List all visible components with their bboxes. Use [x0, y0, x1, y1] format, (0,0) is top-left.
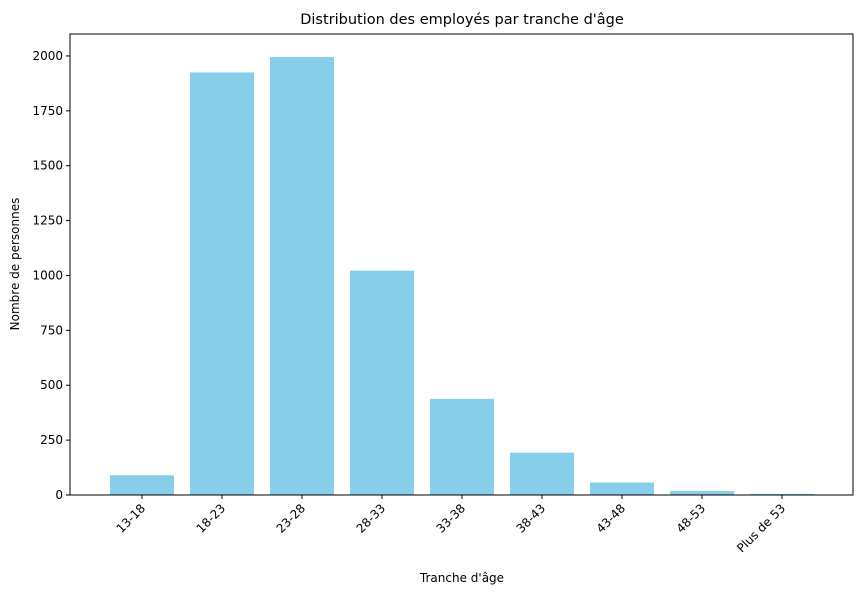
- x-tick-label: 18-23: [194, 501, 229, 536]
- bar-38-43: [510, 452, 574, 495]
- x-tick-label: 33-38: [434, 501, 469, 536]
- chart-title: Distribution des employés par tranche d'…: [300, 12, 624, 28]
- y-tick-label: 1250: [32, 214, 63, 228]
- x-tick-label: 23-28: [274, 501, 309, 536]
- x-tick-label: 13-18: [114, 501, 149, 536]
- y-tick-label: 2000: [32, 49, 63, 63]
- y-tick-label: 0: [55, 488, 63, 502]
- x-tick-label: 43-48: [594, 501, 629, 536]
- x-axis-label: Tranche d'âge: [419, 571, 504, 585]
- bar-33-38: [430, 398, 494, 495]
- y-tick-label: 1000: [32, 268, 63, 282]
- bars-group: [110, 57, 814, 496]
- y-tick-label: 1750: [32, 104, 63, 118]
- y-axis: 0 250 500 750 1000 1250 1500 1750 2000: [32, 49, 70, 502]
- x-tick-label: 48-53: [674, 501, 709, 536]
- y-tick-label: 250: [40, 433, 63, 447]
- bar-plus-de-53: [750, 493, 814, 495]
- bar-23-28: [270, 57, 334, 496]
- y-tick-label: 1500: [32, 159, 63, 173]
- bar-48-53: [670, 491, 734, 495]
- bar-43-48: [590, 482, 654, 495]
- y-tick-label: 500: [40, 378, 63, 392]
- x-tick-label: 38-43: [514, 501, 549, 536]
- x-tick-label: Plus de 53: [734, 501, 788, 555]
- y-tick-label: 750: [40, 323, 63, 337]
- bar-13-18: [110, 475, 174, 495]
- bar-28-33: [350, 270, 414, 495]
- x-tick-label: 28-33: [354, 501, 389, 536]
- x-axis: 13-18 18-23 23-28 28-33 33-38 38-43 43-48 48-53…: [114, 495, 788, 555]
- bar-18-23: [190, 72, 254, 496]
- y-axis-label: Nombre de personnes: [8, 198, 22, 331]
